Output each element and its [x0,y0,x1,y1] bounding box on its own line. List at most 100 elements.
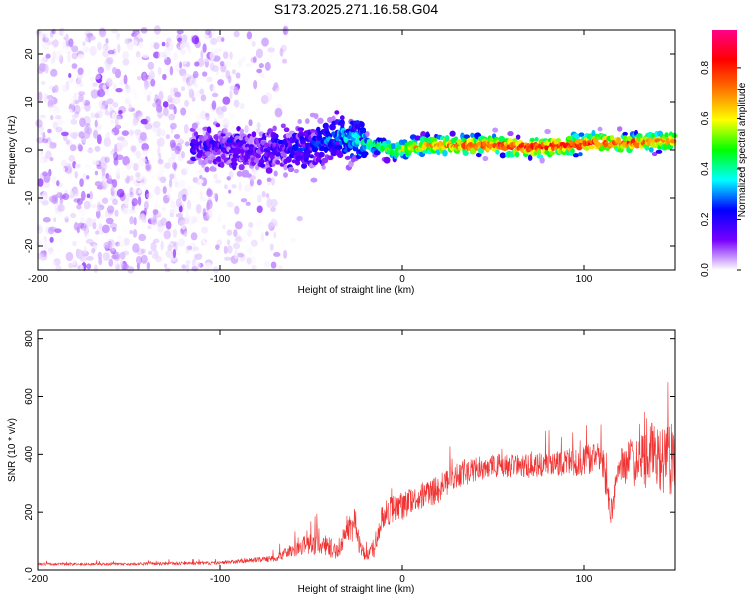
spectrogram-cell [97,89,106,98]
spectrogram-cell [122,156,130,166]
spectrogram-cell [255,154,261,159]
snr-x-tick-label: 100 [576,574,593,585]
spectrogram-cell [251,40,256,47]
spectrogram-cell [137,196,142,206]
spectrogram-cell [533,150,538,156]
spectrogram-cell [92,244,97,252]
spectrogram-cell [79,178,84,187]
spectrogram-cell [108,100,113,110]
spectrogram-cell [49,236,54,243]
spectrogram-cell [256,122,261,129]
spectrogram-cell [253,79,258,90]
spectrogram-cell [172,248,177,259]
spectrogram-cell [272,125,277,132]
spectrogram-cell [331,115,336,122]
spectrogram-cell [69,76,74,84]
spectrogram-cell [198,179,204,184]
snr-x-ticks: -200 -100 0 100 [28,330,593,585]
spectrogram-cell [266,221,272,230]
spectrogram-cell [266,177,272,183]
spectrogram-cell [100,214,105,220]
spectrogram-cell [182,40,187,48]
spectrogram-cell [80,264,84,274]
spectrogram-cell [39,156,47,164]
spectrogram-cell [176,29,184,35]
spectrogram-cell [50,58,56,64]
spectrogram-cell [115,120,121,130]
spectrogram-cell [273,170,278,177]
spectrogram-cell [121,169,128,180]
spectrogram-cell [123,237,131,246]
spectrogram-cell [191,122,198,130]
spectrogram-cell [282,152,287,159]
spectrogram-cell [204,112,210,118]
spectrogram-cell [116,97,120,105]
spectrogram-cell [178,205,183,213]
spectrogram-cell [57,166,66,173]
spectrogram-cell [184,165,189,173]
spectrogram-cell [223,128,228,134]
spectrogram-x-ticks: -200 -100 0 100 [28,30,593,285]
spectrogram-cell [236,126,241,132]
spectrogram-cell [86,255,94,261]
spectrogram-cell [260,73,265,78]
spectrogram-cell [53,258,61,266]
spectrogram-cell [141,248,146,254]
spectrogram-cell [70,132,78,139]
spectrogram-cell [201,226,209,234]
spectrogram-cell [128,103,132,111]
spectrogram-x-tick-label: -200 [28,274,48,285]
spectrogram-cell [184,100,189,107]
spectrogram-cell [152,218,157,225]
spectrogram-cell [101,167,106,177]
spectrogram-cell [191,35,200,45]
spectrogram-cell [173,133,181,139]
spectrogram-cell [273,251,281,258]
spectrogram-cell [77,143,82,151]
spectrogram-cell [98,99,107,109]
spectrogram-cell [294,159,301,166]
spectrogram-cell [42,138,49,144]
spectrogram-cell [162,186,167,194]
spectrogram-cell [222,224,226,230]
spectrogram-cell [96,164,103,170]
spectrogram-x-tick-label: -100 [210,274,230,285]
spectrogram-cell [144,189,149,200]
spectrogram-cell [185,245,190,254]
spectrogram-cell [106,205,115,214]
spectrogram-cell [94,119,98,128]
spectrogram-cell [361,151,369,157]
spectrogram-cell [316,133,323,141]
spectrogram-cell [153,249,159,257]
spectrogram-cell [65,162,73,169]
spectrogram-cell [89,191,93,200]
spectrogram-cell [209,62,215,72]
spectrogram-cell [104,111,111,116]
spectrogram-cell [222,51,229,60]
spectrogram-cell [475,152,482,158]
spectrogram-cell [70,118,78,125]
spectrogram-cell [103,101,108,107]
spectrogram-cell [106,78,113,87]
spectrogram-cell [156,112,164,118]
spectrogram-cell [622,131,628,136]
spectrogram-cell [162,101,169,108]
spectrogram-cell [136,262,140,270]
spectrogram-cell [64,166,73,175]
spectrogram-cell [192,70,199,79]
spectrogram-marks [34,25,678,275]
spectrogram-cell [90,89,99,99]
spectrogram-cell [40,80,46,86]
spectrogram-cell [102,45,106,51]
spectrogram-cell [283,27,287,36]
spectrogram-cell [113,157,119,166]
spectrogram-cell [62,28,71,39]
spectrogram-cell [86,263,92,270]
spectrogram-cell [185,263,190,273]
spectrogram-cell [161,128,166,137]
spectrogram-cell [91,160,100,166]
spectrogram-cell [59,54,64,64]
spectrogram-cell [544,145,549,151]
spectrogram-cell [71,52,78,60]
spectrogram-cell [132,243,140,253]
